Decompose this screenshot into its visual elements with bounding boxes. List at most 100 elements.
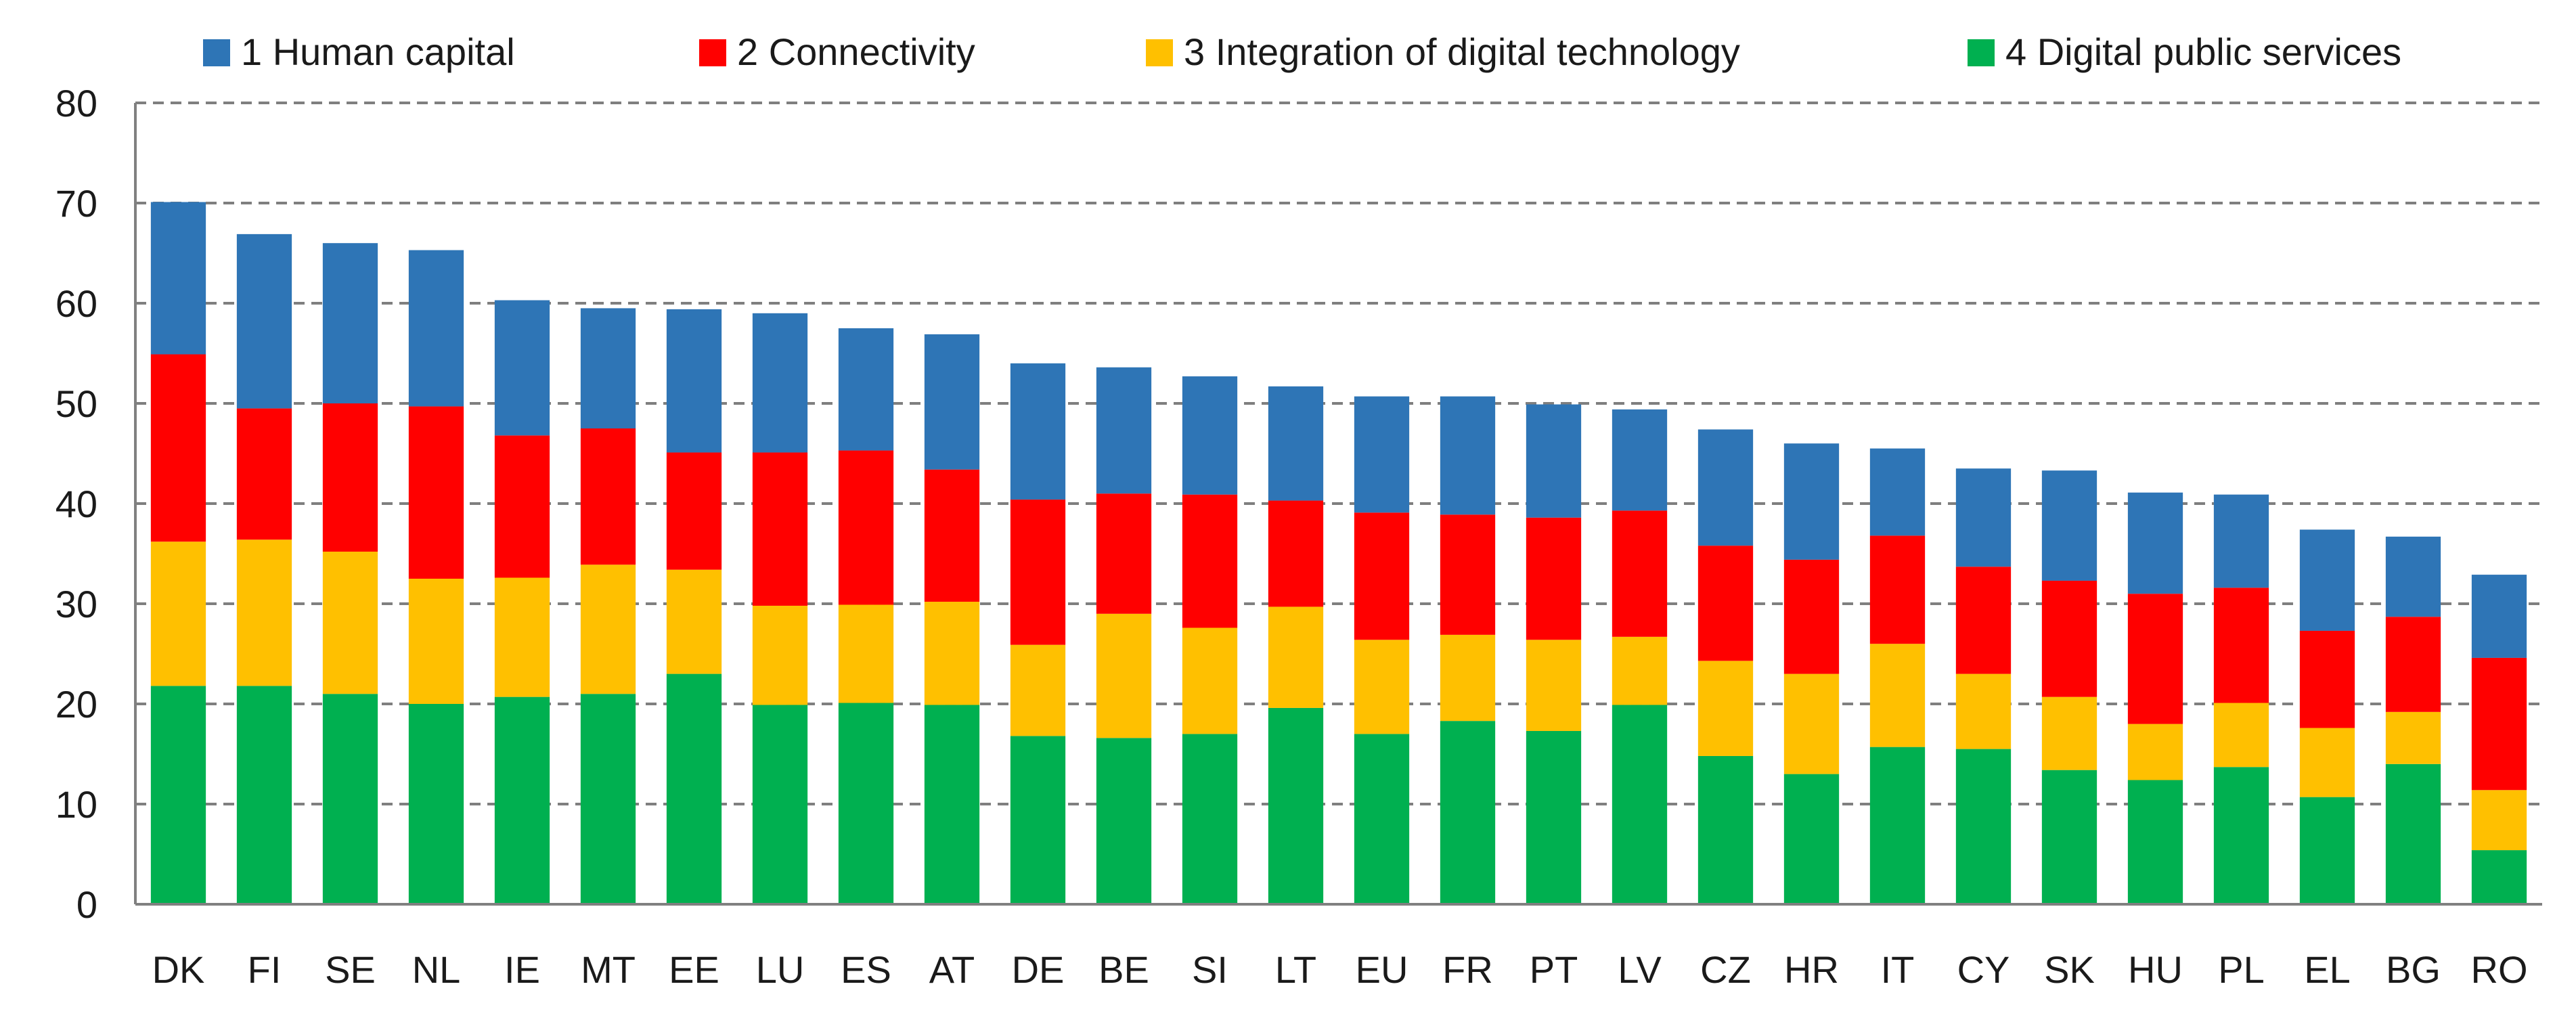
bar-segment bbox=[2299, 797, 2355, 904]
bar-segment bbox=[2299, 529, 2355, 631]
bar-stack-at bbox=[924, 334, 980, 904]
legend-swatch bbox=[1146, 39, 1173, 66]
bar-segment bbox=[580, 308, 636, 428]
y-tick-label: 0 bbox=[76, 883, 97, 926]
bar-stack-mt bbox=[580, 308, 636, 904]
x-tick-label: FI bbox=[248, 948, 282, 991]
bar-segment bbox=[1612, 409, 1668, 511]
bar-segment bbox=[666, 673, 722, 904]
bar-stack-pt bbox=[1526, 404, 1582, 904]
bar-stack-hr bbox=[1783, 443, 1840, 904]
x-tick-label: RO bbox=[2471, 948, 2528, 991]
bar-segment bbox=[838, 703, 894, 904]
bar-segment bbox=[1440, 514, 1496, 635]
bar-segment bbox=[1697, 429, 1754, 546]
bar-stack-si bbox=[1182, 376, 1238, 904]
y-tick-label: 20 bbox=[55, 683, 97, 726]
x-tick-label: NL bbox=[412, 948, 461, 991]
bar-segment bbox=[2471, 575, 2527, 658]
bar-stack-el bbox=[2299, 529, 2355, 904]
bar-segment bbox=[2127, 594, 2183, 724]
bar-segment bbox=[2127, 492, 2183, 594]
bar-segment bbox=[2127, 780, 2183, 904]
bar-stack-sk bbox=[2041, 470, 2097, 904]
x-tick-label: SI bbox=[1192, 948, 1228, 991]
y-tick-label: 80 bbox=[55, 82, 97, 125]
x-tick-label: DE bbox=[1012, 948, 1065, 991]
bar-segment bbox=[1440, 396, 1496, 515]
bar-segment bbox=[2041, 770, 2097, 904]
bar-segment bbox=[1010, 644, 1066, 736]
bar-stack-lt bbox=[1268, 386, 1324, 904]
bar-segment bbox=[2385, 617, 2441, 712]
x-tick-label: CZ bbox=[1700, 948, 1751, 991]
x-tick-label: LT bbox=[1275, 948, 1316, 991]
bar-segment bbox=[236, 408, 292, 540]
bar-segment bbox=[1612, 705, 1668, 904]
bar-stack-lv bbox=[1612, 409, 1668, 904]
bar-segment bbox=[752, 313, 808, 453]
bar-segment bbox=[1526, 640, 1582, 731]
bar-segment bbox=[1612, 510, 1668, 637]
x-tick-label: BG bbox=[2386, 948, 2441, 991]
bar-segment bbox=[1612, 636, 1668, 705]
bar-segment bbox=[666, 569, 722, 674]
legend-swatch bbox=[699, 39, 726, 66]
bar-segment bbox=[666, 309, 722, 453]
bar-stack-se bbox=[322, 243, 378, 904]
bar-stacks bbox=[150, 202, 2527, 904]
bar-segment bbox=[1869, 747, 1926, 904]
bar-segment bbox=[1182, 376, 1238, 495]
bar-segment bbox=[2213, 703, 2269, 768]
y-tick-label: 40 bbox=[55, 483, 97, 525]
bar-segment bbox=[2213, 494, 2269, 588]
bar-segment bbox=[2299, 728, 2355, 797]
x-tick-label: EU bbox=[1356, 948, 1408, 991]
bar-stack-it bbox=[1869, 448, 1926, 904]
bar-segment bbox=[1955, 468, 2012, 567]
bar-segment bbox=[838, 328, 894, 451]
bar-segment bbox=[1182, 494, 1238, 628]
bar-segment bbox=[838, 604, 894, 703]
bar-segment bbox=[2471, 790, 2527, 851]
legend-swatch bbox=[203, 39, 230, 66]
bar-stack-lu bbox=[752, 313, 808, 904]
bar-segment bbox=[1955, 673, 2012, 749]
bar-stack-es bbox=[838, 328, 894, 904]
bar-segment bbox=[236, 234, 292, 409]
bar-segment bbox=[322, 694, 378, 904]
bar-segment bbox=[2213, 587, 2269, 703]
bar-segment bbox=[1354, 640, 1410, 734]
x-tick-label: MT bbox=[581, 948, 636, 991]
bar-segment bbox=[2471, 657, 2527, 791]
bar-segment bbox=[2385, 536, 2441, 617]
gridlines bbox=[135, 102, 2542, 805]
bar-segment bbox=[924, 602, 980, 705]
bar-segment bbox=[752, 452, 808, 606]
bar-segment bbox=[236, 539, 292, 686]
bar-segment bbox=[408, 704, 464, 904]
bar-segment bbox=[322, 403, 378, 552]
legend-label: 2 Connectivity bbox=[737, 30, 975, 73]
legend-label: 3 Integration of digital technology bbox=[1184, 30, 1740, 73]
x-tick-label: PT bbox=[1530, 948, 1578, 991]
bar-segment bbox=[2471, 850, 2527, 904]
bar-segment bbox=[150, 541, 206, 686]
bar-segment bbox=[408, 250, 464, 407]
bar-segment bbox=[2213, 767, 2269, 904]
bar-stack-ie bbox=[494, 300, 550, 904]
bar-segment bbox=[1869, 535, 1926, 644]
bar-segment bbox=[408, 579, 464, 704]
bar-segment bbox=[2299, 630, 2355, 728]
bar-segment bbox=[1268, 386, 1324, 501]
bar-segment bbox=[580, 428, 636, 565]
bar-segment bbox=[580, 564, 636, 694]
bar-segment bbox=[1526, 730, 1582, 904]
x-tick-label: PL bbox=[2218, 948, 2265, 991]
bar-stack-fr bbox=[1440, 396, 1496, 904]
bar-segment bbox=[1697, 661, 1754, 756]
y-tick-label: 30 bbox=[55, 583, 97, 625]
bar-stack-ro bbox=[2471, 575, 2527, 904]
x-tick-label: LV bbox=[1618, 948, 1662, 991]
